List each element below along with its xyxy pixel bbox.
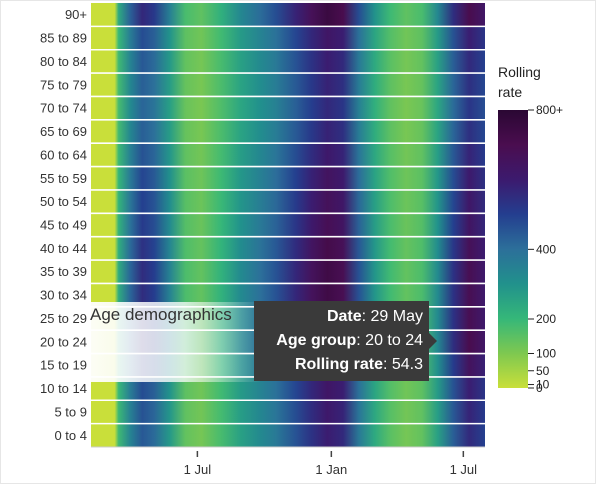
y-axis-label: 85 to 89	[40, 31, 87, 46]
colorbar-tick-label: 400	[536, 242, 556, 256]
y-axis-label: 15 to 19	[40, 358, 87, 373]
y-axis-labels: 90+ 85 to 89 80 to 84 75 to 79 70 to 74 65 to…	[40, 7, 87, 443]
heatmap-row	[91, 73, 485, 97]
y-axis-label: 0 to 4	[54, 428, 87, 443]
colorbar-tick-label: 10	[536, 378, 550, 392]
tooltip-age-value: : 20 to 24	[356, 332, 423, 349]
y-axis-label: 65 to 69	[40, 124, 87, 139]
y-axis-label: 20 to 24	[40, 334, 87, 349]
colorbar-gradient	[498, 110, 528, 388]
y-axis-label: 5 to 9	[54, 404, 87, 419]
heatmap-row	[91, 189, 485, 214]
heatmap-row	[91, 283, 485, 307]
tooltip-date-key: Date	[326, 308, 362, 325]
colorbar-tick-label: 200	[536, 312, 556, 326]
colorbar-tick-label: 50	[536, 364, 550, 378]
tooltip-age-line: Age group: 20 to 24	[254, 329, 423, 353]
x-axis: 1 Jul 1 Jan 1 Jul	[91, 446, 485, 477]
overlay-wash	[91, 302, 261, 382]
heatmap-row	[91, 96, 485, 120]
tooltip-age-key: Age group	[276, 332, 357, 349]
x-axis-tick-label: 1 Jul	[450, 462, 478, 477]
y-axis-label: 55 to 59	[40, 171, 87, 186]
tooltip-rate-key: Rolling rate	[294, 356, 383, 373]
tooltip-rate-value: : 54.3	[382, 356, 423, 373]
x-axis-tick-label: 1 Jan	[315, 462, 347, 477]
heatmap-row	[91, 260, 485, 284]
y-axis-label: 60 to 64	[40, 147, 87, 162]
colorbar-title: Rolling	[498, 64, 541, 80]
y-axis-label: 40 to 44	[40, 241, 87, 256]
tooltip: Date: 29 May Age group: 20 to 24 Rolling…	[254, 301, 429, 381]
y-axis-label: 70 to 74	[40, 101, 87, 116]
age-demographics-label: Age demographics	[90, 305, 232, 324]
y-axis-label: 50 to 54	[40, 194, 87, 209]
y-axis-label: 90+	[65, 7, 87, 22]
tooltip-date-line: Date: 29 May	[254, 305, 423, 329]
x-axis-tick-label: 1 Jul	[184, 462, 212, 477]
heatmap-row	[91, 376, 485, 401]
heatmap-row	[91, 49, 485, 74]
y-axis-label: 30 to 34	[40, 288, 87, 303]
heatmap-row	[91, 236, 485, 261]
heatmap-row	[91, 400, 485, 424]
colorbar-title: rate	[498, 84, 522, 100]
tooltip-rate-line: Rolling rate: 54.3	[254, 353, 423, 377]
heatmap-row	[91, 143, 485, 167]
tooltip-date-value: : 29 May	[361, 308, 423, 325]
y-axis-label: 75 to 79	[40, 77, 87, 92]
y-axis-label: 35 to 39	[40, 264, 87, 279]
y-axis-label: 80 to 84	[40, 54, 87, 69]
y-axis-label: 25 to 29	[40, 311, 87, 326]
heatmap-row	[91, 213, 485, 237]
heatmap-row	[91, 26, 485, 50]
tooltip-pointer	[429, 333, 437, 349]
heatmap-row	[91, 3, 485, 27]
y-axis-label: 45 to 49	[40, 218, 87, 233]
heatmap-row	[91, 423, 485, 447]
y-axis-label: 10 to 14	[40, 381, 87, 396]
heatmap-row	[91, 119, 485, 144]
colorbar-tick-label: 100	[536, 347, 556, 361]
heatmap-row	[91, 166, 485, 190]
colorbar-tick-label: 0	[536, 381, 543, 395]
colorbar-tick-label: 800+	[536, 103, 563, 117]
